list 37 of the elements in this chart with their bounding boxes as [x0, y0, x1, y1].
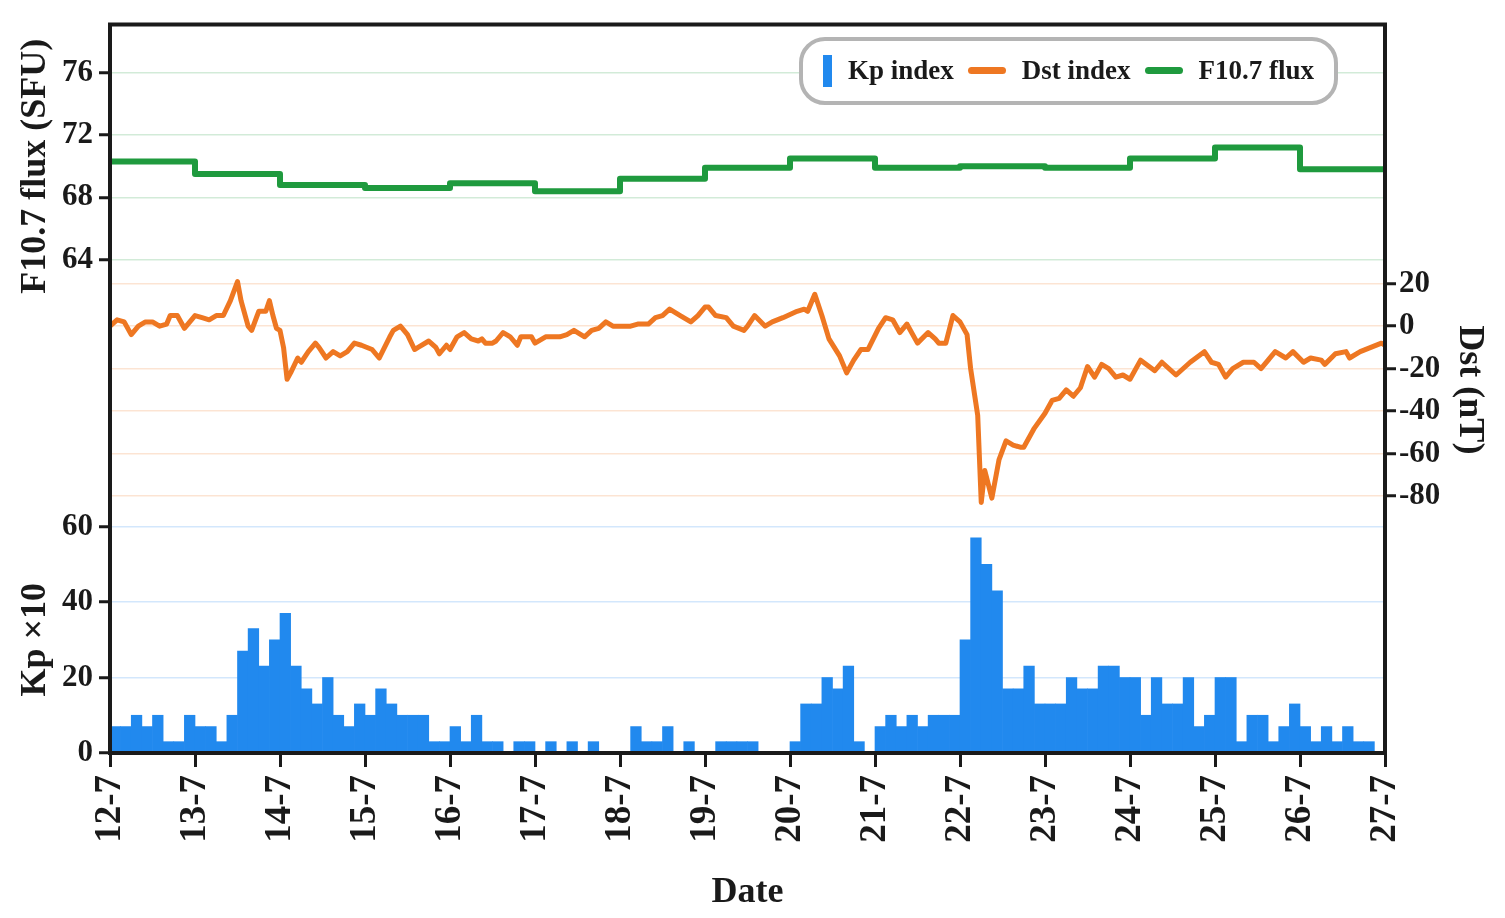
x-tick-label: 26-7: [1276, 775, 1318, 843]
y3-tick-label: 72: [62, 115, 93, 151]
x-tick-label: 27-7: [1361, 775, 1403, 843]
y3-tick-label: 64: [62, 239, 93, 275]
x-tick-label: 23-7: [1021, 775, 1063, 843]
y3-axis-title: F10.7 flux (SFU): [13, 38, 54, 294]
x-tick-label: 22-7: [936, 775, 978, 843]
x-tick-label: 13-7: [171, 775, 213, 843]
x-tick-label: 24-7: [1106, 775, 1148, 843]
legend-label: F10.7 flux: [1198, 55, 1315, 87]
x-tick-label: 18-7: [596, 775, 638, 843]
y2-tick-label: -20: [1399, 348, 1441, 384]
x-axis-title: Date: [711, 869, 784, 910]
y-tick-label: 20: [62, 657, 93, 693]
y3-tick-label: 76: [62, 52, 93, 88]
x-tick-label: 15-7: [341, 775, 383, 843]
x-tick-label: 12-7: [86, 775, 128, 843]
y2-tick-label: -60: [1399, 433, 1441, 469]
x-tick-label: 25-7: [1191, 775, 1233, 843]
y2-tick-label: 0: [1399, 306, 1415, 342]
y-tick-label: 60: [62, 506, 93, 542]
y2-tick-label: 20: [1399, 263, 1430, 299]
x-tick-label: 19-7: [681, 775, 723, 843]
y2-tick-label: -40: [1399, 391, 1441, 427]
x-tick-label: 16-7: [426, 775, 468, 843]
y-tick-label: 40: [62, 582, 93, 618]
legend-label: Kp index: [848, 55, 954, 87]
y-tick-label: 0: [77, 733, 93, 769]
y-axis-title: Kp ×10: [13, 583, 54, 697]
x-tick-label: 21-7: [851, 775, 893, 843]
legend-label: Dst index: [1021, 55, 1131, 87]
y2-tick-label: -80: [1399, 476, 1441, 512]
x-tick-label: 20-7: [766, 775, 808, 843]
y3-tick-label: 68: [62, 177, 93, 213]
x-tick-label: 17-7: [511, 775, 553, 843]
y2-axis-title: Dst (nT): [1451, 325, 1492, 455]
x-tick-label: 14-7: [256, 775, 298, 843]
